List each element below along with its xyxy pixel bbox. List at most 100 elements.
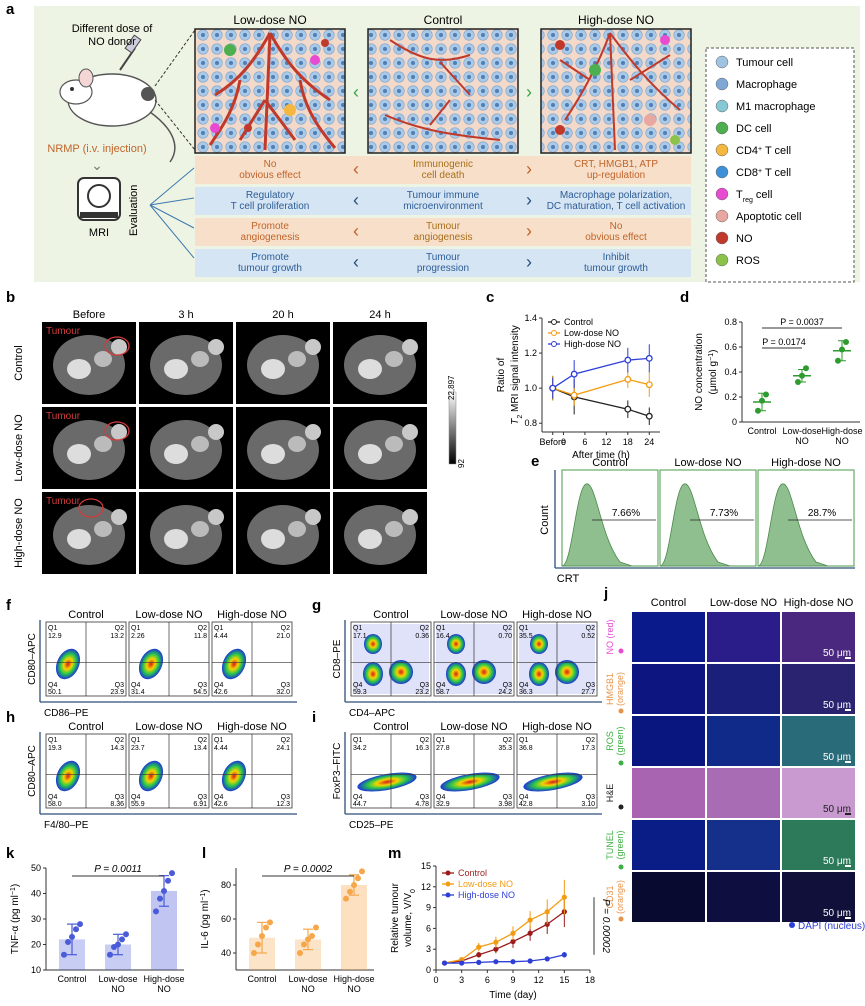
histogram-title: High-dose NO bbox=[771, 457, 841, 469]
quadrant-name: Q2 bbox=[586, 737, 595, 744]
data-point bbox=[527, 930, 533, 936]
panel-letter-b: b bbox=[6, 289, 15, 306]
quadrant-value: 12.9 bbox=[48, 633, 62, 640]
quadrant-value: 12.3 bbox=[276, 801, 290, 808]
legend-swatch-icon bbox=[715, 99, 729, 113]
legend-label: CD8+ T cell bbox=[736, 167, 791, 179]
quadrant-name: Q2 bbox=[586, 625, 595, 632]
evaluation-row-text: microenvironment bbox=[403, 201, 483, 212]
quadrant-name: Q4 bbox=[131, 794, 140, 801]
data-point bbox=[77, 921, 83, 928]
data-point bbox=[803, 365, 809, 372]
quadrant-value: 35.5 bbox=[519, 633, 533, 640]
quadrant-value: 2.26 bbox=[131, 633, 145, 640]
mri-row-label: Low-dose NO bbox=[13, 414, 25, 482]
quadrant-name: Q2 bbox=[115, 625, 124, 632]
quadrant-name: Q2 bbox=[503, 625, 512, 632]
evaluation-row-text: No bbox=[610, 221, 623, 232]
chevron-down-icon: ⌄ bbox=[91, 157, 103, 173]
flow-density bbox=[357, 772, 417, 792]
quadrant-value: 31.4 bbox=[131, 689, 145, 696]
data-point bbox=[476, 952, 482, 958]
mri-tumour bbox=[402, 509, 418, 525]
mri-scanner-icon bbox=[77, 177, 121, 221]
data-point bbox=[115, 941, 121, 948]
legend-label: NO bbox=[736, 233, 753, 245]
evaluation-row-text: Tumour immune bbox=[407, 190, 480, 201]
quadrant-name: Q1 bbox=[436, 737, 445, 744]
injection-caption: NRMP (i.v. injection) bbox=[47, 143, 146, 155]
evaluation-row-text: DC maturation, T cell activation bbox=[547, 201, 686, 212]
x-tick-label: 3 bbox=[459, 975, 464, 985]
x-tick-label: 0 bbox=[433, 975, 438, 985]
evaluation-row-text: Inhibit bbox=[603, 252, 630, 263]
legend-label: ROS bbox=[736, 255, 760, 267]
quadrant-name: Q3 bbox=[586, 794, 595, 801]
x-axis-label: CD4–APC bbox=[349, 708, 395, 719]
quadrant-value: 58.7 bbox=[436, 689, 450, 696]
dapi-dot-icon bbox=[789, 922, 795, 928]
mri-tumour bbox=[208, 424, 224, 440]
x-axis-label: CD86–PE bbox=[44, 708, 89, 719]
quadrant-value: 24.2 bbox=[498, 689, 512, 696]
evaluation-row-text: Regulatory bbox=[246, 190, 294, 201]
data-point bbox=[301, 941, 307, 948]
y-axis-label-line2: volume, V/V0 bbox=[403, 889, 417, 947]
y-tick-label: 80 bbox=[221, 880, 231, 890]
legend-label: DC cell bbox=[736, 123, 771, 135]
quadrant-value: 54.5 bbox=[193, 689, 207, 696]
gate-percentage: 28.7% bbox=[808, 508, 836, 519]
data-point bbox=[763, 391, 769, 398]
scale-min-label: 92 bbox=[457, 459, 466, 468]
x-tick-label: High-dose bbox=[333, 974, 374, 984]
quadrant-name: Q1 bbox=[131, 625, 140, 632]
x-tick-label: 9 bbox=[510, 975, 515, 985]
histology-row-label: TUNEL bbox=[605, 830, 615, 860]
flow-density bbox=[446, 662, 466, 686]
y-axis-label: CD80–APC bbox=[27, 745, 38, 797]
evaluation-row-text: Immunogenic bbox=[413, 159, 473, 170]
panel-letter-h: h bbox=[6, 709, 15, 726]
data-point bbox=[843, 339, 849, 345]
tme-image-low bbox=[194, 28, 346, 154]
data-point bbox=[795, 379, 801, 385]
data-point bbox=[441, 960, 448, 966]
quadrant-value: 0.36 bbox=[415, 633, 429, 640]
quadrant-name: Q4 bbox=[436, 682, 445, 689]
quadrant-name: Q3 bbox=[198, 682, 207, 689]
x-tick-label: 18 bbox=[623, 437, 633, 447]
series-line bbox=[444, 896, 565, 964]
flow-plot-title: High-dose NO bbox=[522, 721, 592, 733]
evaluation-row-text: progression bbox=[417, 263, 469, 274]
data-point bbox=[119, 936, 125, 943]
x-tick-label: 6 bbox=[582, 437, 587, 447]
data-point bbox=[297, 950, 303, 956]
flow-density bbox=[523, 772, 583, 792]
evaluation-row-bg bbox=[195, 187, 691, 215]
histology-image bbox=[632, 716, 705, 766]
x-tick-label: Low-dose bbox=[288, 974, 327, 984]
mri-organ bbox=[191, 436, 209, 452]
flow-plot-title: High-dose NO bbox=[217, 609, 287, 621]
y-tick-label: 40 bbox=[221, 948, 231, 958]
series-line bbox=[444, 954, 565, 964]
legend-swatch-icon bbox=[715, 77, 729, 91]
flow-density bbox=[529, 662, 549, 686]
mri-row-label: High-dose NO bbox=[13, 498, 25, 568]
timepoint-label: Before bbox=[73, 309, 105, 321]
data-point bbox=[510, 938, 516, 945]
x-tick-label: 12 bbox=[601, 437, 611, 447]
tme-image-high bbox=[540, 28, 692, 154]
scale-bar-label: 50 μm bbox=[823, 648, 851, 659]
histology-image bbox=[782, 768, 855, 818]
quadrant-name: Q4 bbox=[519, 794, 528, 801]
data-point bbox=[493, 939, 499, 945]
legend-label: Control bbox=[564, 317, 593, 327]
flow-plot-title: Low-dose NO bbox=[135, 721, 203, 733]
stain-dot-icon bbox=[618, 648, 624, 654]
mri-organ bbox=[191, 351, 209, 367]
quadrant-name: Q4 bbox=[436, 794, 445, 801]
x-tick-label: Control bbox=[747, 426, 776, 436]
mri-organ bbox=[191, 521, 209, 537]
flow-density bbox=[472, 660, 496, 684]
